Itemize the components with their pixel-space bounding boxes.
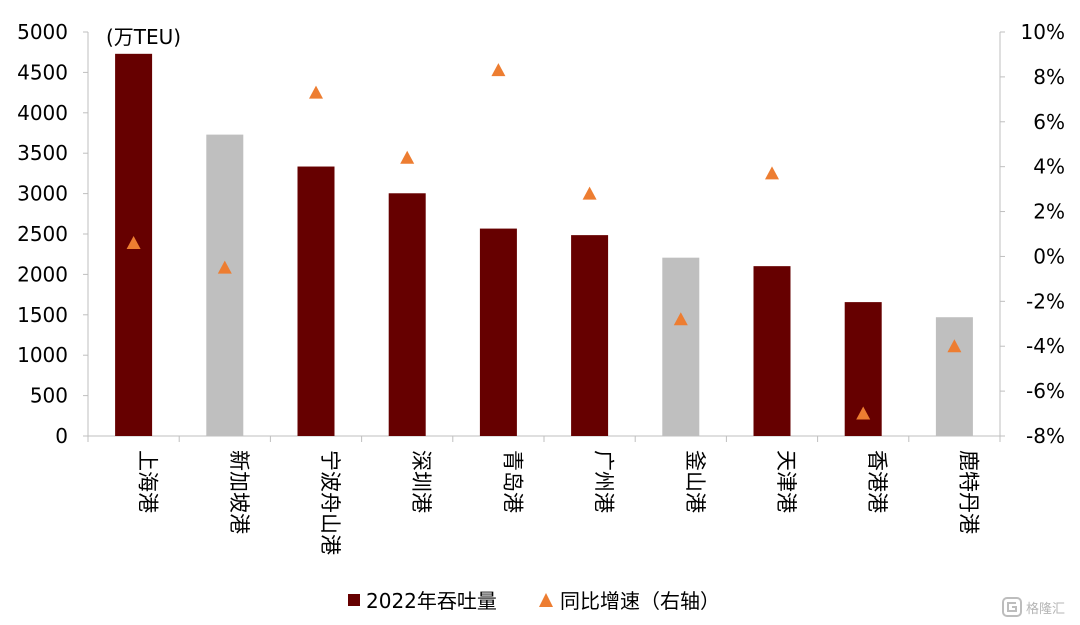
left-tick-label: 3500: [17, 141, 68, 165]
right-tick-label: -4%: [1026, 334, 1065, 358]
growth-marker: [673, 312, 688, 326]
legend-swatch-square: [348, 594, 360, 606]
bar: [479, 228, 517, 436]
legend-label: 同比增速（右轴）: [560, 589, 720, 613]
right-tick-label: 10%: [1021, 20, 1065, 44]
growth-marker: [765, 166, 779, 180]
growth-marker: [217, 260, 232, 274]
right-tick-label: -6%: [1026, 379, 1065, 403]
right-y-axis: -8% -6% -4% -2% 0% 2% 4% 6% 8% 10%: [999, 20, 1065, 448]
bar: [571, 235, 609, 436]
growth-marker: [400, 150, 415, 164]
legend: 2022年吞吐量 同比增速（右轴）: [348, 589, 720, 613]
left-tick-label: 4000: [17, 101, 68, 125]
growth-marker: [856, 406, 871, 420]
right-tick-label: 0%: [1033, 244, 1065, 268]
right-tick-label: 6%: [1033, 110, 1065, 134]
left-tick-label: 1000: [17, 343, 68, 367]
right-tick-label: -2%: [1026, 289, 1065, 313]
growth-marker: [491, 63, 506, 77]
bar: [662, 257, 700, 436]
left-y-axis: 0 500 1000 1500 2000 2500 3000 3500 4000 4500 5000: [17, 20, 89, 448]
left-tick-label: 4500: [17, 60, 68, 84]
bar: [388, 193, 426, 436]
right-tick-label: -8%: [1026, 424, 1065, 448]
growth-marker-series: [126, 63, 962, 420]
category-label: 鹿特丹港: [956, 450, 980, 534]
category-label: 广州港: [592, 450, 616, 513]
bar: [935, 317, 973, 436]
category-label: 宁波舟山港: [318, 450, 342, 555]
right-tick-label: 4%: [1033, 155, 1065, 179]
left-tick-label: 5000: [17, 20, 68, 44]
bar: [297, 166, 335, 437]
category-label: 深圳港: [409, 450, 433, 513]
watermark-text: 格隆汇: [1026, 601, 1065, 617]
bar-series: [115, 53, 973, 437]
growth-marker: [309, 85, 323, 99]
left-tick-label: 2000: [17, 262, 68, 286]
left-tick-label: 2500: [17, 222, 68, 246]
left-tick-label: 1500: [17, 303, 68, 327]
left-tick-label: 0: [55, 424, 68, 448]
category-label: 上海港: [136, 450, 160, 513]
watermark-logo-g-icon: [1007, 602, 1017, 612]
category-labels: 上海港 新加坡港 宁波舟山港 深圳港 青岛港 广州港 釜山港 天津港 香港港 鹿特丹港: [136, 450, 981, 555]
growth-marker: [126, 235, 141, 249]
left-tick-label: 500: [30, 384, 68, 408]
legend-swatch-triangle: [539, 593, 553, 607]
x-axis: [87, 435, 1001, 442]
category-label: 青岛港: [500, 450, 524, 513]
bar: [206, 134, 244, 436]
right-tick-label: 8%: [1033, 65, 1065, 89]
right-tick-label: 2%: [1033, 200, 1065, 224]
left-tick-label: 3000: [17, 182, 68, 206]
watermark-logo-icon: [1002, 597, 1022, 617]
growth-marker: [582, 186, 597, 200]
growth-marker: [947, 339, 962, 353]
category-label: 新加坡港: [227, 450, 251, 534]
bar: [753, 266, 791, 436]
watermark: 格隆汇: [1002, 597, 1065, 617]
legend-label: 2022年吞吐量: [366, 589, 497, 613]
category-label: 天津港: [774, 450, 798, 513]
category-label: 釜山港: [683, 450, 707, 513]
left-axis-unit-label: (万TEU): [106, 25, 181, 49]
category-label: 香港港: [865, 450, 889, 513]
